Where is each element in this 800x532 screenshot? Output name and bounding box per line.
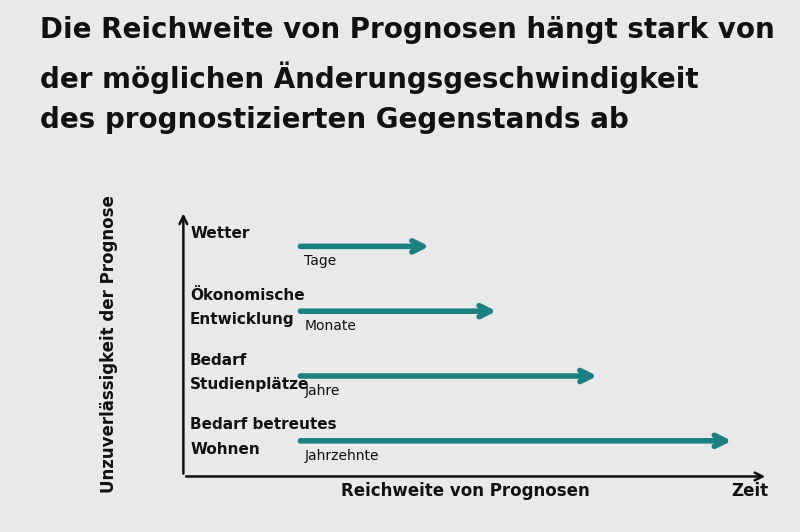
Text: der möglichen Änderungsgeschwindigkeit: der möglichen Änderungsgeschwindigkeit bbox=[40, 61, 698, 94]
Text: Zeit: Zeit bbox=[731, 481, 768, 500]
Text: Jahrzehnte: Jahrzehnte bbox=[304, 448, 379, 463]
Text: Ökonomische: Ökonomische bbox=[190, 288, 305, 303]
Text: Entwicklung: Entwicklung bbox=[190, 312, 294, 328]
Text: Unzuverlässigkeit der Prognose: Unzuverlässigkeit der Prognose bbox=[101, 195, 118, 493]
Text: Jahre: Jahre bbox=[304, 384, 340, 398]
Text: Wetter: Wetter bbox=[190, 226, 250, 241]
Text: Studienplätze: Studienplätze bbox=[190, 377, 310, 392]
Text: Reichweite von Prognosen: Reichweite von Prognosen bbox=[342, 481, 590, 500]
Text: Tage: Tage bbox=[304, 254, 337, 268]
Text: Wohnen: Wohnen bbox=[190, 442, 260, 457]
Text: Bedarf betreutes: Bedarf betreutes bbox=[190, 418, 337, 433]
Text: des prognostizierten Gegenstands ab: des prognostizierten Gegenstands ab bbox=[40, 106, 629, 135]
Text: Bedarf: Bedarf bbox=[190, 353, 247, 368]
Text: Die Reichweite von Prognosen hängt stark von: Die Reichweite von Prognosen hängt stark… bbox=[40, 16, 774, 44]
Text: Monate: Monate bbox=[304, 319, 356, 333]
